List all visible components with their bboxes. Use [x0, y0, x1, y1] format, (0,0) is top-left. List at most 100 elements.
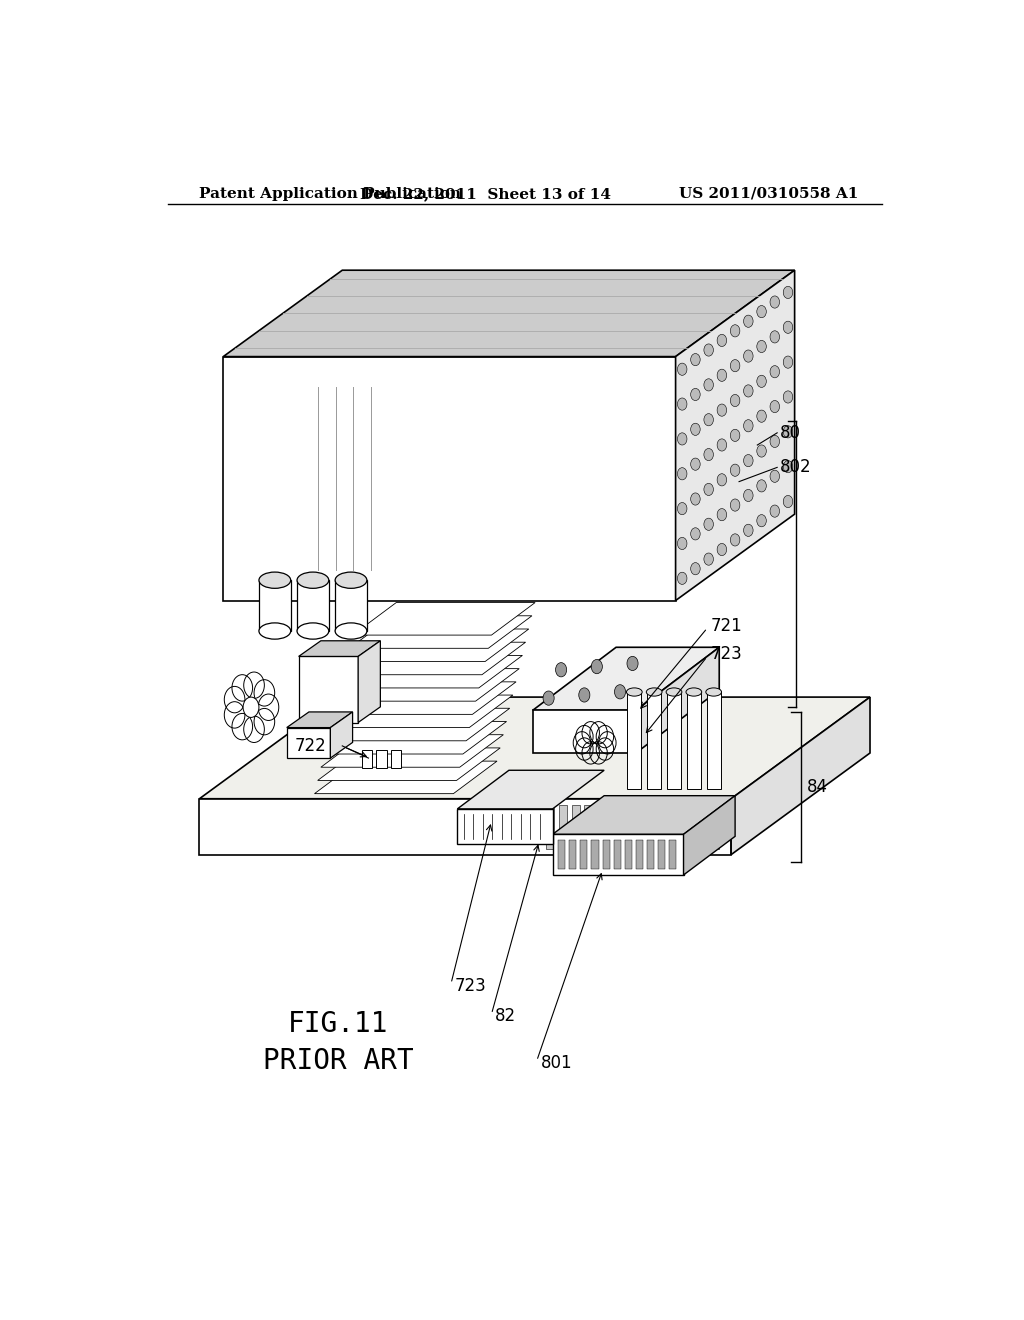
Polygon shape: [648, 805, 655, 849]
Circle shape: [743, 524, 753, 536]
Ellipse shape: [667, 688, 682, 696]
Polygon shape: [334, 682, 516, 714]
Circle shape: [678, 572, 687, 585]
Circle shape: [730, 465, 740, 477]
Polygon shape: [625, 841, 632, 869]
Circle shape: [783, 391, 793, 403]
Polygon shape: [660, 805, 669, 849]
Circle shape: [743, 315, 753, 327]
Circle shape: [757, 411, 766, 422]
Circle shape: [730, 325, 740, 337]
Text: 723: 723: [711, 645, 742, 664]
Circle shape: [614, 685, 626, 698]
Polygon shape: [698, 805, 707, 849]
Polygon shape: [340, 656, 522, 688]
Polygon shape: [636, 647, 719, 752]
Polygon shape: [559, 805, 567, 849]
Circle shape: [783, 495, 793, 508]
Circle shape: [703, 553, 714, 565]
Polygon shape: [673, 805, 681, 849]
Polygon shape: [569, 841, 577, 869]
Polygon shape: [458, 809, 553, 845]
Circle shape: [743, 454, 753, 467]
Polygon shape: [602, 841, 609, 869]
Polygon shape: [635, 805, 643, 849]
Polygon shape: [377, 750, 387, 768]
Circle shape: [703, 449, 714, 461]
Circle shape: [690, 354, 700, 366]
Ellipse shape: [706, 688, 722, 696]
Circle shape: [783, 426, 793, 438]
Polygon shape: [558, 841, 565, 869]
Circle shape: [627, 656, 638, 671]
Circle shape: [690, 388, 700, 400]
Circle shape: [703, 345, 714, 356]
Circle shape: [678, 467, 687, 480]
Circle shape: [730, 359, 740, 372]
Circle shape: [757, 341, 766, 352]
Circle shape: [783, 286, 793, 298]
Polygon shape: [324, 722, 507, 754]
Circle shape: [770, 296, 779, 308]
Polygon shape: [532, 710, 636, 752]
Ellipse shape: [335, 623, 367, 639]
Polygon shape: [223, 356, 676, 601]
Text: Patent Application Publication: Patent Application Publication: [200, 187, 462, 201]
Ellipse shape: [297, 572, 329, 589]
Circle shape: [757, 375, 766, 388]
Circle shape: [770, 331, 779, 343]
Ellipse shape: [646, 688, 662, 696]
Circle shape: [717, 508, 727, 521]
Circle shape: [678, 433, 687, 445]
Polygon shape: [321, 735, 504, 767]
Polygon shape: [299, 656, 358, 722]
Circle shape: [717, 438, 727, 451]
Polygon shape: [287, 727, 331, 758]
Circle shape: [743, 490, 753, 502]
Circle shape: [703, 379, 714, 391]
Polygon shape: [623, 805, 631, 849]
Polygon shape: [627, 692, 641, 788]
Circle shape: [690, 562, 700, 574]
Polygon shape: [647, 692, 662, 788]
Text: 722: 722: [295, 737, 327, 755]
Circle shape: [717, 404, 727, 416]
Polygon shape: [585, 805, 592, 849]
Polygon shape: [346, 630, 528, 661]
Text: FIG.11: FIG.11: [288, 1010, 388, 1039]
Circle shape: [783, 461, 793, 473]
Polygon shape: [391, 750, 401, 768]
Text: PRIOR ART: PRIOR ART: [263, 1047, 414, 1074]
Circle shape: [783, 356, 793, 368]
Polygon shape: [571, 805, 580, 849]
Text: 721: 721: [711, 616, 742, 635]
Circle shape: [556, 663, 566, 677]
Polygon shape: [331, 696, 513, 727]
Circle shape: [730, 395, 740, 407]
Circle shape: [703, 483, 714, 495]
Polygon shape: [299, 640, 380, 656]
Polygon shape: [647, 841, 654, 869]
Circle shape: [770, 366, 779, 378]
Polygon shape: [458, 771, 604, 809]
Circle shape: [591, 660, 602, 673]
Polygon shape: [352, 602, 536, 635]
Circle shape: [770, 470, 779, 482]
Text: 723: 723: [455, 977, 486, 995]
Text: US 2011/0310558 A1: US 2011/0310558 A1: [679, 187, 858, 201]
Circle shape: [757, 305, 766, 318]
Polygon shape: [349, 615, 531, 648]
Polygon shape: [636, 841, 643, 869]
Polygon shape: [667, 692, 681, 788]
Polygon shape: [358, 640, 380, 722]
Ellipse shape: [627, 688, 642, 696]
Polygon shape: [532, 647, 719, 710]
Polygon shape: [287, 711, 352, 727]
Circle shape: [703, 519, 714, 531]
Circle shape: [757, 445, 766, 457]
Ellipse shape: [259, 572, 291, 589]
Ellipse shape: [297, 623, 329, 639]
Circle shape: [743, 420, 753, 432]
Text: 802: 802: [780, 458, 812, 477]
Ellipse shape: [335, 572, 367, 589]
